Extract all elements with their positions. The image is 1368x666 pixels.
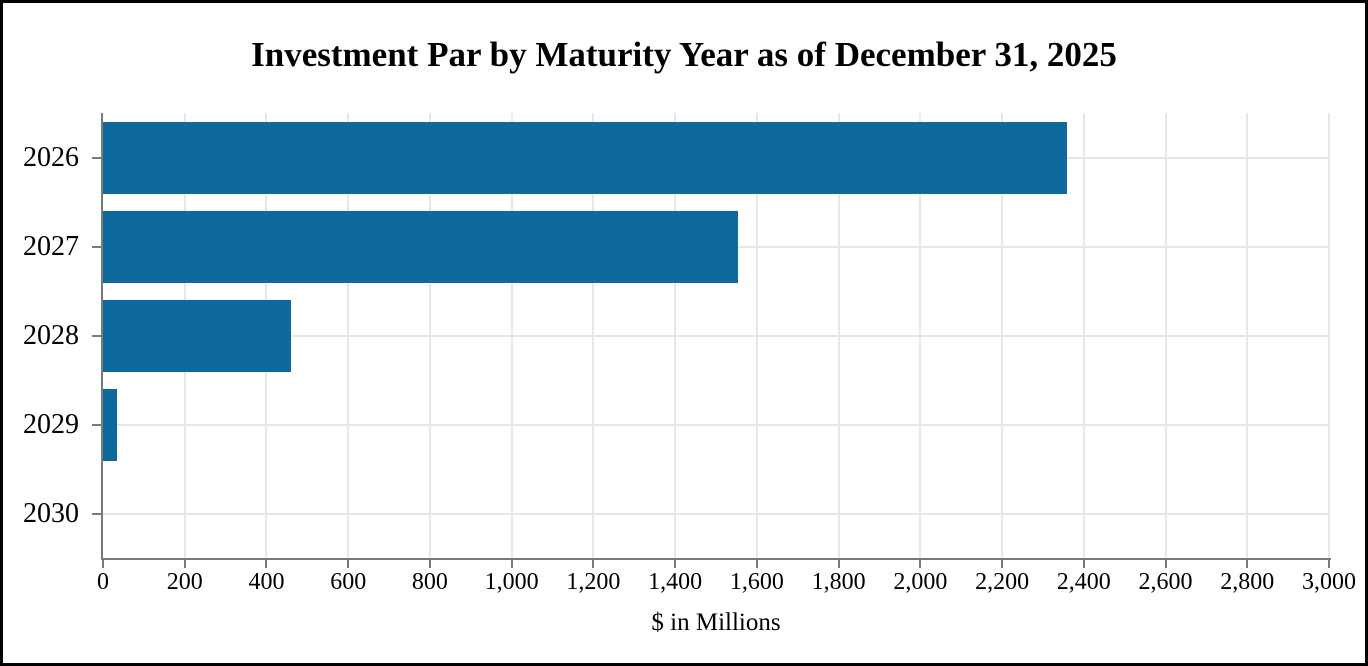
x-tick-label: 2,600	[1138, 569, 1193, 595]
x-tick-mark	[428, 560, 431, 568]
x-axis-title: $ in Millions	[651, 609, 781, 636]
x-tick-mark	[1082, 560, 1085, 568]
x-tick-mark	[755, 560, 758, 568]
y-tick-label: 2028	[23, 319, 79, 351]
x-tick-mark	[510, 560, 513, 568]
y-axis-tick-labels: 2026 2027 2028 2029 2030	[3, 113, 79, 558]
x-tick-label: 200	[166, 569, 203, 595]
x-axis-line	[101, 558, 1331, 560]
y-tick-mark	[92, 245, 101, 248]
bar-2027	[103, 210, 739, 283]
x-tick-mark	[919, 560, 922, 568]
bar-2026	[103, 121, 1068, 194]
plot-area	[92, 113, 1331, 568]
bar-2029	[103, 388, 118, 461]
y-tick-mark	[92, 156, 101, 159]
x-tick-label: 600	[330, 569, 367, 595]
x-tick-label: 1,400	[648, 569, 703, 595]
x-tick-mark	[1328, 560, 1330, 568]
x-tick-label: 2,200	[975, 569, 1030, 595]
x-tick-label: 0	[97, 569, 109, 595]
y-tick-label: 2030	[23, 497, 79, 529]
gridline-horizontal	[103, 423, 1329, 426]
x-tick-mark	[837, 560, 840, 568]
x-tick-mark	[183, 560, 186, 568]
x-tick-label: 1,200	[566, 569, 621, 595]
gridline-horizontal	[103, 512, 1329, 515]
x-tick-label: 400	[248, 569, 285, 595]
x-tick-label: 2,400	[1056, 569, 1111, 595]
y-axis-line	[101, 113, 103, 560]
x-tick-label: 2,800	[1220, 569, 1275, 595]
x-tick-label: 3,000	[1302, 569, 1356, 595]
y-tick-mark	[92, 334, 101, 337]
x-tick-mark	[347, 560, 350, 568]
x-tick-label: 1,000	[484, 569, 539, 595]
y-tick-label: 2026	[23, 141, 79, 173]
x-tick-mark	[674, 560, 677, 568]
gridline-vertical	[1328, 113, 1330, 558]
x-axis-tick-labels: 0 200 400 600 800 1,000 1,200 1,400 1,600 1,800 2,…	[97, 569, 1356, 599]
x-tick-mark	[592, 560, 595, 568]
y-tick-mark	[92, 512, 101, 515]
x-tick-label: 1,800	[811, 569, 866, 595]
y-tick-label: 2027	[23, 230, 79, 262]
y-tick-mark	[92, 423, 101, 426]
x-tick-mark	[1001, 560, 1004, 568]
x-tick-mark	[1164, 560, 1167, 568]
x-tick-mark	[265, 560, 268, 568]
x-tick-mark	[1246, 560, 1249, 568]
y-tick-label: 2029	[23, 408, 79, 440]
gridline-horizontal	[103, 334, 1329, 337]
x-tick-label: 800	[411, 569, 448, 595]
chart-title: Investment Par by Maturity Year as of De…	[251, 35, 1117, 74]
bar-2028	[103, 299, 291, 372]
x-tick-label: 2,000	[893, 569, 948, 595]
x-tick-mark	[102, 560, 104, 568]
x-tick-label: 1,600	[729, 569, 784, 595]
